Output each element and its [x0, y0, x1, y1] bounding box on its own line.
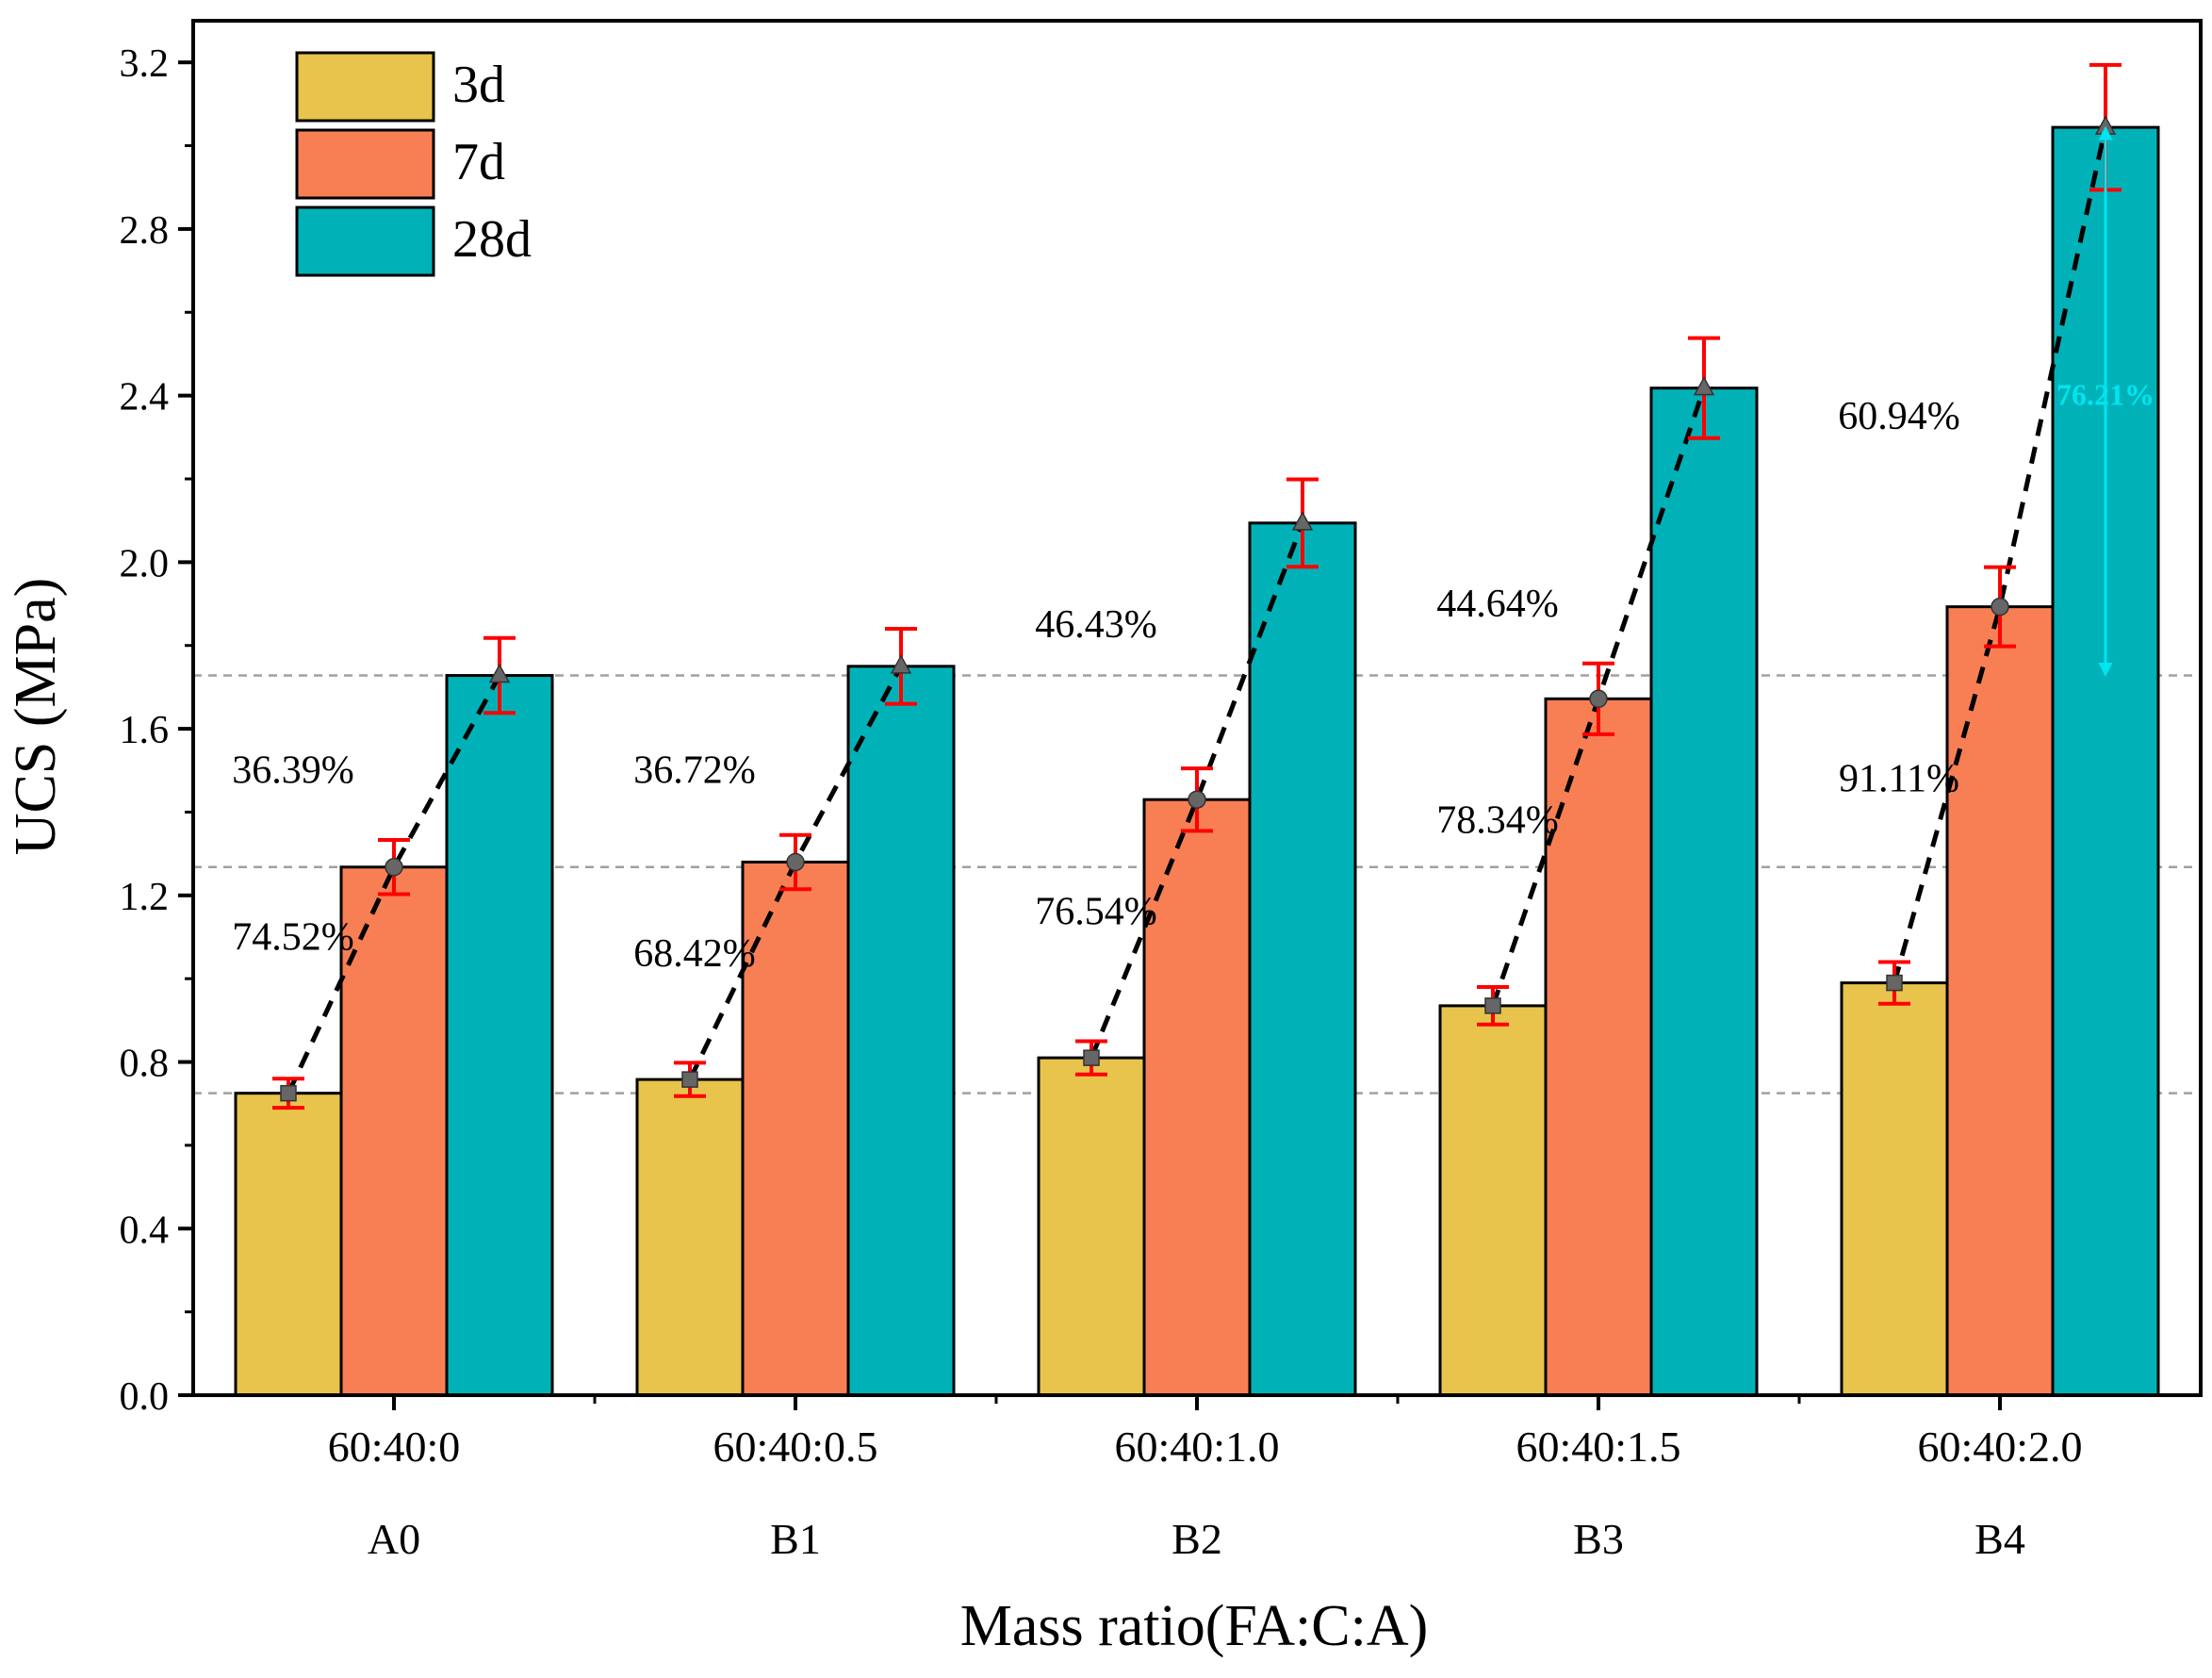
legend-swatch-7d — [295, 128, 435, 200]
difference-arrow-label: 76.21% — [2056, 378, 2155, 412]
marker-3d-B3 — [1484, 997, 1501, 1014]
growth-label-2: 68.42% — [633, 932, 756, 976]
marker-7d-A0 — [385, 858, 403, 877]
growth-label-8: 91.11% — [1839, 757, 1959, 800]
mean-markers — [280, 115, 2117, 1102]
growth-label-5: 46.43% — [1035, 603, 1157, 647]
group-label-3: B3 — [1573, 1515, 1624, 1563]
bar-3d-B2 — [1037, 1056, 1146, 1397]
legend-swatch-28d — [295, 206, 435, 277]
group-label-4: B4 — [1974, 1515, 2025, 1563]
x-tick-label-3: 60:40:1.5 — [1516, 1423, 1680, 1471]
growth-label-6: 78.34% — [1436, 799, 1559, 843]
growth-label-9: 60.94% — [1838, 395, 1960, 438]
x-tick-label-4: 60:40:2.0 — [1917, 1423, 2082, 1471]
growth-label-4: 76.54% — [1035, 891, 1157, 934]
bars — [234, 125, 2160, 1397]
group-label-1: B1 — [770, 1515, 821, 1563]
legend-label-28d: 28d — [452, 210, 532, 269]
bar-28d-B1 — [846, 665, 956, 1397]
legend-swatch-3d — [295, 51, 435, 123]
group-label-2: B2 — [1172, 1515, 1222, 1563]
marker-7d-B2 — [1188, 790, 1206, 809]
y-tick-label-8: 3.2 — [120, 42, 170, 86]
y-tick-label-6: 2.4 — [120, 376, 170, 420]
y-tick-label-3: 1.2 — [120, 876, 170, 919]
growth-label-3: 36.72% — [633, 749, 756, 793]
y-tick-label-4: 1.6 — [120, 709, 170, 752]
marker-3d-B1 — [681, 1071, 698, 1088]
y-tick-label-5: 2.0 — [120, 542, 170, 585]
marker-28d-B4 — [2094, 115, 2117, 135]
marker-3d-A0 — [280, 1084, 297, 1102]
axes: 0.0 0.4 0.8 1.2 1.6 2.0 2.4 2.8 3.2 60:40:0 A0 60:4… — [120, 19, 2203, 1563]
growth-label-1: 36.39% — [232, 749, 354, 793]
marker-7d-B3 — [1589, 689, 1608, 709]
group-label-0: A0 — [368, 1515, 420, 1563]
marker-7d-B4 — [1991, 597, 2009, 617]
x-tick-label-2: 60:40:1.0 — [1114, 1423, 1279, 1471]
bar-3d-B1 — [635, 1078, 745, 1397]
marker-28d-B1 — [890, 654, 912, 674]
trend-line-B2 — [1089, 521, 1305, 1060]
growth-label-0: 74.52% — [232, 915, 354, 959]
x-tick-label-0: 60:40:0 — [328, 1423, 461, 1471]
legend-label-7d: 7d — [452, 133, 505, 191]
marker-28d-B3 — [1693, 376, 1715, 396]
bar-28d-B2 — [1248, 521, 1357, 1397]
trend-line-B4 — [1892, 126, 2108, 984]
growth-annotations: 74.52% 36.39% 68.42% 36.72% 76.54% 46.43% 78.3… — [232, 125, 2155, 976]
marker-3d-B2 — [1083, 1049, 1100, 1066]
marker-28d-A0 — [488, 663, 511, 683]
marker-3d-B4 — [1886, 974, 1903, 992]
bar-7d-B1 — [741, 860, 850, 1397]
growth-label-7: 44.64% — [1436, 583, 1559, 626]
y-axis-title: UCS (MPa) — [4, 578, 68, 856]
marker-7d-B1 — [786, 852, 805, 872]
legend: 3d 7d 28d — [295, 51, 532, 277]
y-tick-label-1: 0.4 — [120, 1209, 170, 1252]
marker-28d-B2 — [1291, 511, 1314, 531]
bar-3d-A0 — [234, 1092, 343, 1397]
x-tick-label-1: 60:40:0.5 — [713, 1423, 877, 1471]
bar-7d-B4 — [1945, 605, 2055, 1397]
x-axis-title: Mass ratio(FA:C:A) — [960, 1594, 1429, 1658]
bar-3d-B4 — [1840, 981, 1949, 1397]
bar-28d-B3 — [1649, 387, 1759, 1397]
y-tick-label-0: 0.0 — [120, 1375, 170, 1419]
y-tick-label-7: 2.8 — [120, 209, 170, 253]
bar-3d-B3 — [1438, 1004, 1548, 1397]
bar-7d-A0 — [339, 865, 449, 1397]
y-tick-label-2: 0.8 — [120, 1043, 170, 1086]
legend-label-3d: 3d — [452, 56, 505, 114]
bar-28d-A0 — [445, 674, 554, 1397]
